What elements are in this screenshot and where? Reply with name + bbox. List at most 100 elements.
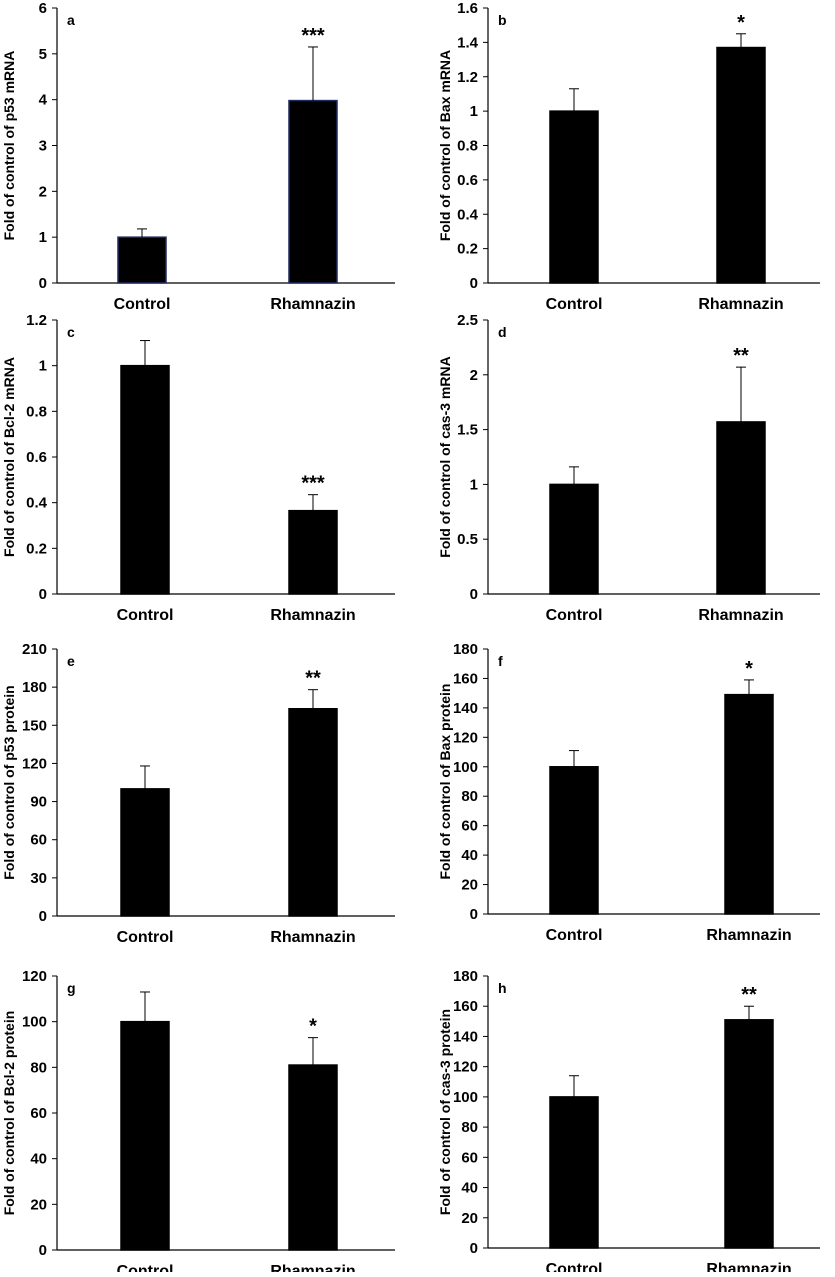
chart-panel-b: 0 0.2 0.4 0.6 0.8 1 1.2 1.4 1.6 Fold of control o…: [437, 0, 820, 313]
bar-control: [549, 110, 599, 284]
significance-marker: *: [309, 1016, 317, 1038]
y-tick-label: 5: [39, 46, 47, 63]
y-tick-label: 3: [39, 138, 47, 155]
y-tick-label: 80: [461, 1119, 478, 1136]
y-tick-label: 0.5: [457, 531, 478, 548]
y-tick-label: 40: [461, 1180, 478, 1197]
y-tick-label: 2: [39, 183, 47, 200]
bar-control: [549, 1096, 599, 1249]
y-tick-label: 1.5: [457, 422, 478, 439]
significance-marker: **: [305, 668, 321, 690]
category-label: Rhamnazin: [270, 1263, 355, 1272]
y-tick-label: 120: [22, 755, 47, 772]
y-tick-label: 0.2: [26, 540, 47, 557]
y-tick-label: 20: [30, 1196, 47, 1213]
category-label: Control: [117, 607, 174, 624]
y-tick-label: 80: [461, 788, 478, 805]
y-tick-label: 0.6: [26, 449, 47, 466]
y-tick-label: 1.2: [457, 69, 478, 86]
bar-rhamnazin: [724, 693, 774, 915]
y-tick-label: 80: [30, 1059, 47, 1076]
y-tick-label: 40: [461, 847, 478, 864]
y-tick-label: 0: [39, 275, 47, 292]
y-tick-label: 100: [453, 1089, 478, 1106]
y-tick-label: 0.8: [26, 403, 47, 420]
bar-rhamnazin: [288, 708, 338, 917]
bar-rhamnazin: [724, 1019, 774, 1249]
category-label: Rhamnazin: [270, 607, 355, 624]
y-tick-label: 100: [453, 759, 478, 776]
panel-label: d: [498, 324, 507, 340]
category-label: Rhamnazin: [706, 927, 791, 944]
y-tick-label: 0: [39, 1242, 47, 1259]
y-tick-label: 180: [453, 968, 478, 985]
y-tick-label: 180: [22, 679, 47, 696]
bar-control: [117, 236, 167, 284]
category-label: Rhamnazin: [706, 1261, 791, 1272]
y-tick-label: 40: [30, 1151, 47, 1168]
y-tick-label: 0: [39, 586, 47, 603]
y-tick-label: 0: [39, 908, 47, 925]
y-axis-label: Fold of control of Bax mRNA: [437, 50, 453, 241]
panel-label: g: [67, 980, 76, 996]
bar-rhamnazin: [716, 46, 766, 284]
y-tick-label: 2.5: [457, 312, 478, 329]
y-axis-label: Fold of control of p53 protein: [1, 685, 17, 879]
chart-panel-d: 0 0.5 1 1.5 2 2.5 Fold of control of cas-3 mRN…: [437, 312, 820, 624]
category-label: Rhamnazin: [270, 296, 355, 313]
y-tick-label: 150: [22, 717, 47, 734]
chart-panel-e: 0 30 60 90 120 150 180 210 Fold of control of p5…: [1, 641, 395, 946]
panel-label: a: [67, 12, 75, 28]
bar-control: [120, 1020, 170, 1251]
y-tick-label: 140: [453, 700, 478, 717]
significance-marker: *: [745, 658, 753, 680]
significance-marker: ***: [301, 25, 325, 47]
category-label: Control: [114, 296, 171, 313]
y-tick-label: 180: [453, 641, 478, 658]
category-label: Control: [117, 1263, 174, 1272]
y-tick-label: 2: [470, 367, 478, 384]
y-tick-label: 1: [39, 229, 47, 246]
y-tick-label: 60: [461, 818, 478, 835]
y-tick-label: 0: [470, 275, 478, 292]
y-tick-label: 0: [470, 1240, 478, 1257]
chart-panel-f: 0 20 40 60 80 100 120 140 160 180 Fold of control …: [437, 641, 820, 944]
panel-label: c: [67, 324, 75, 340]
y-tick-label: 60: [461, 1149, 478, 1166]
bar-control: [120, 788, 170, 917]
y-tick-label: 120: [453, 1059, 478, 1076]
y-axis-label: Fold of control of p53 mRNA: [1, 51, 17, 241]
y-tick-label: 0: [470, 586, 478, 603]
category-label: Control: [546, 927, 603, 944]
y-tick-label: 140: [453, 1028, 478, 1045]
y-tick-label: 6: [39, 0, 47, 17]
bar-control: [549, 766, 599, 915]
panel-label: f: [498, 653, 503, 669]
y-axis-label: Fold of control of cas-3 mRNA: [437, 356, 453, 557]
category-label: Control: [546, 1261, 603, 1272]
y-tick-label: 1.2: [26, 312, 47, 329]
significance-marker: **: [733, 345, 749, 367]
y-tick-label: 0.4: [26, 495, 48, 512]
y-tick-label: 100: [22, 1014, 47, 1031]
category-label: Control: [546, 607, 603, 624]
significance-marker: **: [741, 984, 757, 1006]
y-tick-label: 20: [461, 877, 478, 894]
y-tick-label: 90: [30, 794, 47, 811]
y-tick-label: 0.2: [457, 241, 478, 258]
y-tick-label: 1: [470, 103, 478, 120]
y-tick-label: 1.6: [457, 0, 478, 17]
y-tick-label: 0.6: [457, 172, 478, 189]
y-tick-label: 0.4: [457, 206, 479, 223]
panel-label: e: [67, 653, 75, 669]
chart-panel-g: 0 20 40 60 80 100 120 Fold of control of Bcl-2 …: [1, 968, 395, 1277]
bar-rhamnazin: [288, 509, 338, 595]
bar-rhamnazin: [716, 421, 766, 595]
y-tick-label: 120: [22, 968, 47, 985]
y-tick-label: 210: [22, 641, 47, 658]
y-tick-label: 60: [30, 832, 47, 849]
y-axis-label: Fold of control of Bcl-2 mRNA: [1, 357, 17, 557]
category-label: Rhamnazin: [698, 296, 783, 313]
